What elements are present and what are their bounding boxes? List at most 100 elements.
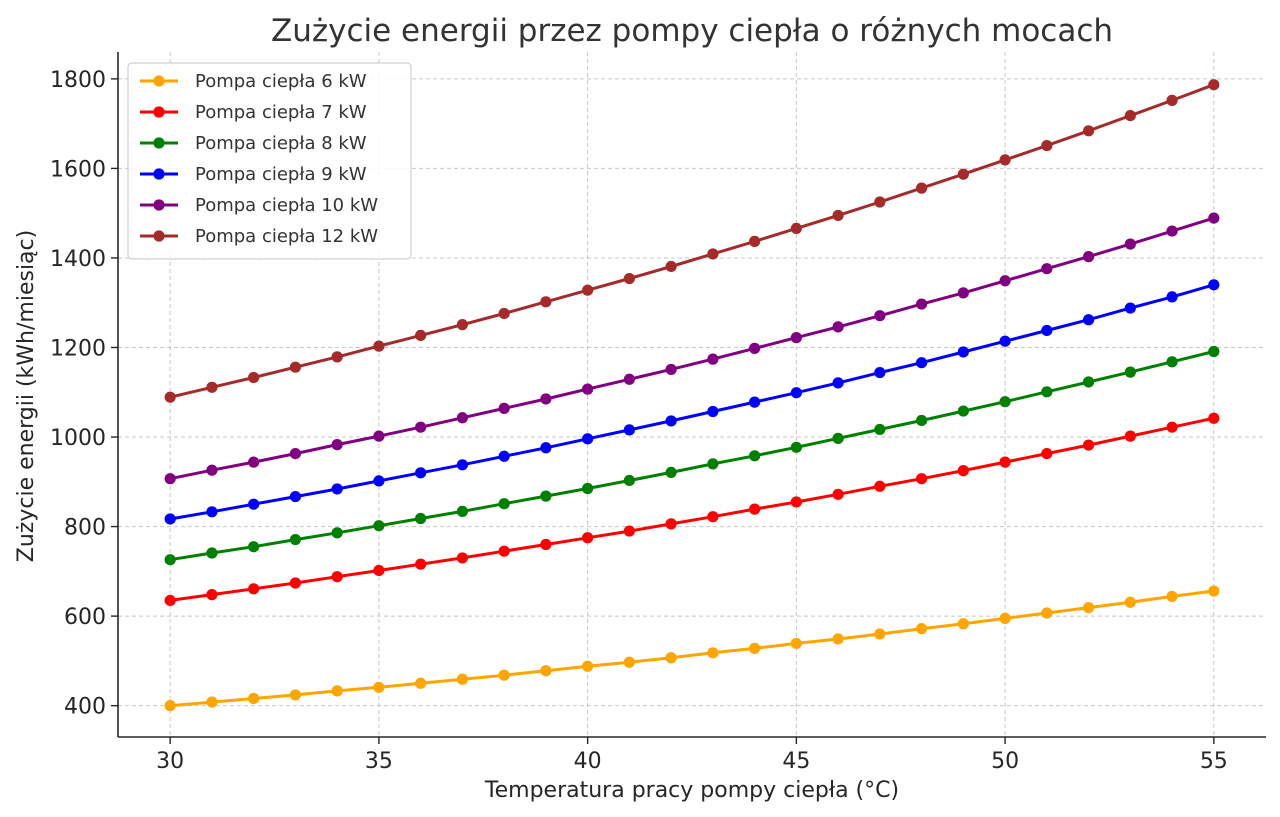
legend-label: Pompa ciepła 9 kW	[195, 164, 367, 185]
x-tick-label: 40	[574, 749, 602, 774]
data-point	[415, 677, 427, 689]
data-point	[665, 652, 677, 664]
data-point	[916, 298, 928, 310]
data-point	[1041, 607, 1053, 619]
x-tick-label: 50	[991, 749, 1019, 774]
data-point	[456, 552, 468, 564]
data-point	[1124, 302, 1136, 314]
data-point	[707, 405, 719, 418]
data-point	[1124, 238, 1136, 250]
data-point	[1208, 279, 1220, 291]
data-point	[749, 503, 761, 515]
data-point	[623, 272, 635, 285]
data-point	[790, 441, 802, 453]
data-point	[373, 340, 385, 352]
data-point	[540, 296, 552, 308]
data-point	[498, 545, 510, 557]
data-point	[832, 377, 844, 389]
data-point	[582, 433, 594, 445]
y-tick-label: 800	[64, 516, 106, 541]
data-point	[415, 512, 427, 525]
data-point	[1082, 376, 1095, 388]
data-point	[1124, 366, 1136, 378]
data-point	[749, 396, 761, 408]
data-point	[1082, 314, 1095, 326]
series-line	[169, 350, 1215, 562]
legend-marker	[153, 199, 165, 211]
data-point	[1041, 447, 1053, 460]
legend-item: Pompa ciepła 10 kW	[140, 195, 378, 216]
data-point	[916, 623, 928, 635]
legend-label: Pompa ciepła 6 kW	[195, 71, 367, 92]
data-point	[164, 473, 176, 485]
data-point	[289, 577, 302, 589]
data-point	[790, 222, 802, 234]
series-4	[164, 279, 1220, 525]
data-point	[415, 421, 427, 433]
data-point	[1166, 421, 1178, 433]
data-point	[874, 423, 886, 436]
data-point	[749, 235, 761, 247]
data-point	[498, 669, 510, 681]
legend-marker	[153, 75, 165, 87]
data-point	[916, 182, 928, 194]
data-point	[749, 642, 761, 654]
data-point	[498, 450, 510, 462]
data-point	[540, 442, 552, 454]
legend-marker	[153, 230, 165, 242]
data-point	[164, 391, 176, 403]
data-point	[373, 564, 385, 577]
data-point	[1041, 386, 1053, 398]
data-point	[164, 594, 176, 607]
series-5	[164, 212, 1220, 485]
data-point	[707, 458, 719, 470]
legend-item: Pompa ciepła 8 kW	[140, 133, 367, 154]
data-point	[373, 430, 385, 442]
data-point	[623, 424, 635, 436]
data-point	[957, 618, 969, 630]
data-point	[206, 506, 218, 518]
data-point	[957, 168, 969, 180]
data-point	[874, 628, 886, 640]
data-point	[999, 275, 1011, 287]
data-point	[1166, 291, 1178, 303]
data-point	[498, 498, 510, 510]
data-point	[415, 467, 427, 479]
data-point	[999, 154, 1011, 166]
data-point	[456, 319, 468, 331]
data-point	[289, 490, 302, 503]
data-point	[957, 346, 969, 358]
data-point	[456, 505, 468, 517]
data-point	[582, 660, 594, 672]
data-point	[540, 490, 552, 502]
data-point	[707, 647, 719, 659]
data-point	[749, 450, 761, 462]
data-point	[665, 518, 677, 530]
data-point	[665, 415, 677, 427]
x-axis-title: Temperatura pracy pompy ciepła (°C)	[484, 778, 899, 803]
data-point	[1208, 412, 1220, 424]
data-point	[999, 612, 1011, 624]
data-point	[623, 474, 635, 487]
data-point	[331, 571, 343, 583]
y-tick-label: 600	[64, 605, 106, 630]
data-point	[665, 466, 677, 479]
series-2	[164, 412, 1220, 607]
data-point	[874, 310, 886, 322]
legend-label: Pompa ciepła 12 kW	[195, 226, 378, 247]
data-point	[373, 475, 385, 487]
data-point	[331, 483, 343, 495]
data-point	[248, 541, 260, 553]
data-point	[623, 525, 635, 537]
data-point	[289, 361, 302, 373]
data-point	[248, 456, 260, 468]
legend-marker	[153, 137, 165, 149]
data-point	[1208, 212, 1220, 224]
legend-item: Pompa ciepła 12 kW	[140, 226, 378, 247]
legend-box	[127, 62, 412, 260]
data-point	[957, 287, 969, 299]
data-point	[248, 371, 260, 384]
data-point	[206, 589, 218, 601]
